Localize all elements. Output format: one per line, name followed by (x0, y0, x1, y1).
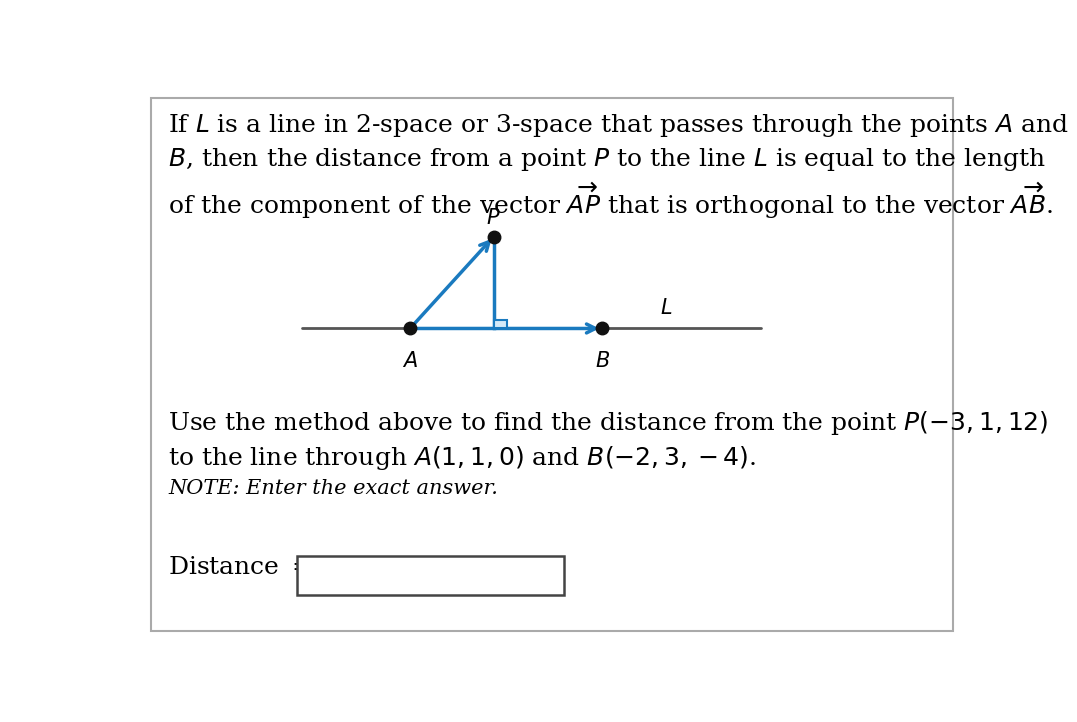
Text: If $L$ is a line in 2-space or 3-space that passes through the points $A$ and: If $L$ is a line in 2-space or 3-space t… (168, 112, 1068, 139)
Text: Use the method above to find the distance from the point $P(-3, 1, 12)$: Use the method above to find the distanc… (168, 409, 1049, 437)
Text: NOTE: Enter the exact answer.: NOTE: Enter the exact answer. (168, 479, 498, 497)
Text: $A$: $A$ (402, 351, 418, 370)
Text: to the line through $A(1, 1, 0)$ and $B(-2, 3, -4)$.: to the line through $A(1, 1, 0)$ and $B(… (168, 443, 756, 471)
Text: Distance $=$: Distance $=$ (168, 556, 312, 579)
Text: of the component of the vector $\overrightarrow{AP}$ that is orthogonal to the v: of the component of the vector $\overrig… (168, 180, 1053, 222)
Text: $B$, then the distance from a point $P$ to the line $L$ is equal to the length: $B$, then the distance from a point $P$ … (168, 146, 1046, 173)
Text: $P$: $P$ (486, 209, 501, 228)
Text: $B$: $B$ (595, 351, 610, 370)
Bar (297, 557, 564, 596)
Text: $L$: $L$ (660, 298, 673, 318)
Bar (493, 320, 507, 329)
